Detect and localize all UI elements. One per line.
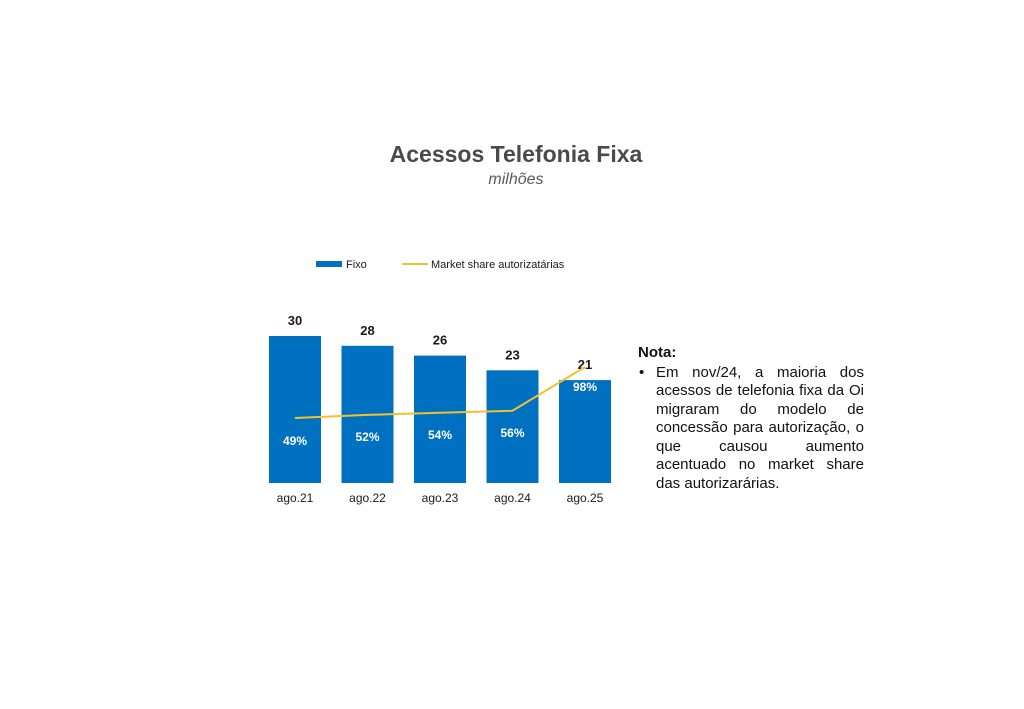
bar-fixo-ago.25 [559,380,611,483]
bar-fixo-ago.24 [486,370,539,483]
x-axis-tick-label: ago.25 [567,491,604,505]
note-box: Nota: • Em nov/24, a maioria dos acessos… [638,344,864,493]
chart-subtitle: milhões [488,171,544,188]
bar-fixo-ago.23 [414,355,466,483]
bar-value-label: 28 [360,323,374,338]
note-text: Em nov/24, a maioria dos acessos de tele… [656,363,864,492]
market-share-line [294,366,586,419]
note-bullet: • [639,363,645,381]
note-heading: Nota: [638,344,677,361]
market-share-label: 49% [283,434,307,448]
x-axis-tick-label: ago.24 [494,491,531,505]
legend-swatch-fixo [316,261,342,267]
note-list: • Em nov/24, a maioria dos acessos de te… [638,364,864,494]
market-share-label: 52% [355,430,379,444]
bar-value-label: 30 [288,313,302,328]
bar-fixo-ago.21 [269,336,321,483]
market-share-label: 54% [428,428,452,442]
x-axis-tick-label: ago.21 [277,491,314,505]
market-share-label: 56% [500,426,524,440]
x-axis-tick-label: ago.23 [422,491,459,505]
x-axis-tick-label: ago.22 [349,491,386,505]
market-share-label: 98% [573,380,597,394]
note-item: • Em nov/24, a maioria dos acessos de te… [638,364,864,494]
chart-area: Fixo Market share autorizatárias 30 ago.21 2… [269,259,611,505]
chart-title: Acessos Telefonia Fixa [389,141,643,167]
legend-label-market-share: Market share autorizatárias [431,259,565,271]
bar-value-label: 23 [505,347,519,362]
bar-value-label: 26 [433,333,447,348]
legend-label-fixo: Fixo [346,259,367,271]
